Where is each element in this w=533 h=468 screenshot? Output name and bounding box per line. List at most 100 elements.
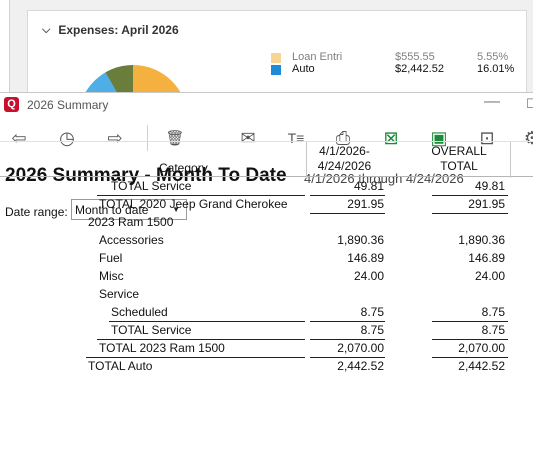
row-category: Scheduled [111,305,168,319]
subtotal-rule [310,213,385,214]
row-overall-value: 291.95 [468,197,505,211]
table-row[interactable]: TOTAL Auto 2,442.52 2,442.52 [0,357,533,375]
subtotal-rule [97,339,305,340]
subtotal-rule [310,321,385,322]
row-overall-value: 24.00 [474,269,505,283]
legend-amount: $555.55 [395,51,435,63]
print-icon[interactable]: ⎙ [335,127,351,148]
row-period-value: 1,890.36 [337,233,384,247]
table-row[interactable]: 2023 Ram 1500 [0,213,533,231]
dropdown-arrow-icon[interactable]: ▼ [172,205,180,214]
row-category: TOTAL 2023 Ram 1500 [99,341,225,355]
background-window: ⌵ Expenses: April 2026 Loan Entri $555.5… [0,0,533,92]
maximize-button[interactable]: ☐ [526,96,533,111]
date-range-value: Month to date [75,203,149,217]
row-category: TOTAL Auto [88,359,153,373]
subtotal-rule [310,195,385,196]
table-header: Category 4/1/2026- 4/24/2026 OVERALL TOT… [0,141,533,178]
chevron-down-icon[interactable]: ⌵ [42,23,51,36]
row-category: Misc [99,269,124,283]
table-row[interactable]: Fuel 146.89 146.89 [0,249,533,267]
customize-report-icon[interactable]: ⊡ [479,127,495,148]
row-overall-value: 8.75 [481,305,505,319]
legend-swatch [271,53,281,63]
legend-row: Loan Entri $555.55 5.55% [271,51,521,63]
column-header-category[interactable]: Category [159,161,208,175]
expenses-legend: Loan Entri $555.55 5.55% Auto $2,442.52 … [271,51,521,80]
settings-icon[interactable]: ⚙ [523,127,533,148]
row-category: TOTAL Service [111,323,192,337]
history-icon[interactable]: ◷ [59,127,75,148]
subtotal-rule [432,339,508,340]
table-row[interactable]: Accessories 1,890.36 1,890.36 [0,231,533,249]
row-overall-value: 146.89 [468,251,505,265]
text-format-icon[interactable]: T≡ [287,130,305,146]
export-excel-icon[interactable]: ⊠ [383,127,399,148]
expenses-pie-chart [78,65,188,92]
column-header-overall-line1: OVERALL [431,144,487,158]
report-header: 2026 Summary - Month To Date 4/1/2026 th… [0,157,533,192]
row-period-value: 24.00 [353,269,384,283]
column-divider[interactable] [306,142,307,178]
subtotal-rule [97,195,305,196]
subtotal-rule [109,321,305,322]
column-header-period[interactable]: 4/1/2026- 4/24/2026 [307,144,382,174]
table-row[interactable]: Misc 24.00 24.00 [0,267,533,285]
column-header-period-line2: 4/24/2026 [317,159,372,173]
title-bar: Q 2026 Summary — ☐ [0,93,533,117]
date-range-label: Date range: [5,205,68,219]
legend-amount: $2,442.52 [395,63,444,75]
row-overall-value: 2,070.00 [458,341,505,355]
row-period-value: 2,442.52 [337,359,384,373]
subtotal-rule [310,357,385,358]
row-period-value: 146.89 [347,251,384,265]
column-header-overall[interactable]: OVERALL TOTAL [418,144,500,174]
forward-arrow-icon[interactable]: ⇨ [107,127,123,148]
legend-swatch [271,65,281,75]
legend-percent: 5.55% [477,51,509,63]
row-period-value: 8.75 [360,305,384,319]
table-row[interactable]: TOTAL 2023 Ram 1500 2,070.00 2,070.00 [0,339,533,357]
row-period-value: 8.75 [360,323,384,337]
row-category: Service [99,287,140,301]
back-arrow-icon[interactable]: ⇦ [11,127,27,148]
row-overall-value: 2,442.52 [458,359,505,373]
subtotal-rule [432,213,508,214]
row-category: Fuel [99,251,123,265]
report-date-range-text: 4/1/2026 through 4/24/2026 [304,171,464,186]
row-overall-value: 49.81 [474,179,505,193]
column-divider[interactable] [510,142,511,178]
date-range-select[interactable]: Month to date ▼ [71,199,187,220]
expenses-panel-title: Expenses: April 2026 [58,23,179,37]
legend-percent: 16.01% [477,63,515,75]
subtotal-rule [432,357,508,358]
row-category: TOTAL Service [111,179,192,193]
row-period-value: 291.95 [347,197,384,211]
row-category: TOTAL 2020 Jeep Grand Cherokee [99,197,288,211]
table-row[interactable]: TOTAL Service 8.75 8.75 [0,321,533,339]
date-range-row: Date range: Month to date ▼ [0,192,533,232]
table-row[interactable]: Scheduled 8.75 8.75 [0,303,533,321]
legend-row: Auto $2,442.52 16.01% [271,63,521,80]
table-row[interactable]: TOTAL 2020 Jeep Grand Cherokee 291.95 29… [0,195,533,213]
subtotal-rule [432,195,508,196]
table-row[interactable]: Service [0,285,533,303]
minimize-button[interactable]: — [484,93,500,110]
column-header-overall-line2: TOTAL [440,159,478,173]
table-row[interactable]: TOTAL Service 49.81 49.81 [0,177,533,195]
subtotal-rule [432,321,508,322]
report-toolbar: ⇦ ◷ ⇨ 🗑 ✉ T≡ ⎙ ⊠ ▣ ⊡ ⚙ [0,117,533,157]
expenses-panel-header[interactable]: ⌵ Expenses: April 2026 [42,23,179,37]
row-overall-value: 8.75 [481,323,505,337]
report-table-body: TOTAL Service 49.81 49.81 TOTAL 2020 Jee… [0,177,533,375]
email-icon[interactable]: ✉ [240,127,256,148]
toolbar-divider [147,125,148,151]
save-icon[interactable]: ▣ [430,127,448,148]
summary-report-window: Q 2026 Summary — ☐ ⇦ ◷ ⇨ 🗑 ✉ T≡ ⎙ ⊠ ▣ ⊡ … [0,92,533,468]
row-category: 2023 Ram 1500 [88,215,174,229]
row-overall-value: 1,890.36 [458,233,505,247]
delete-icon[interactable]: 🗑 [165,130,185,147]
quicken-logo-icon: Q [4,97,19,112]
row-category: Accessories [99,233,164,247]
report-title: 2026 Summary - Month To Date [5,165,287,186]
